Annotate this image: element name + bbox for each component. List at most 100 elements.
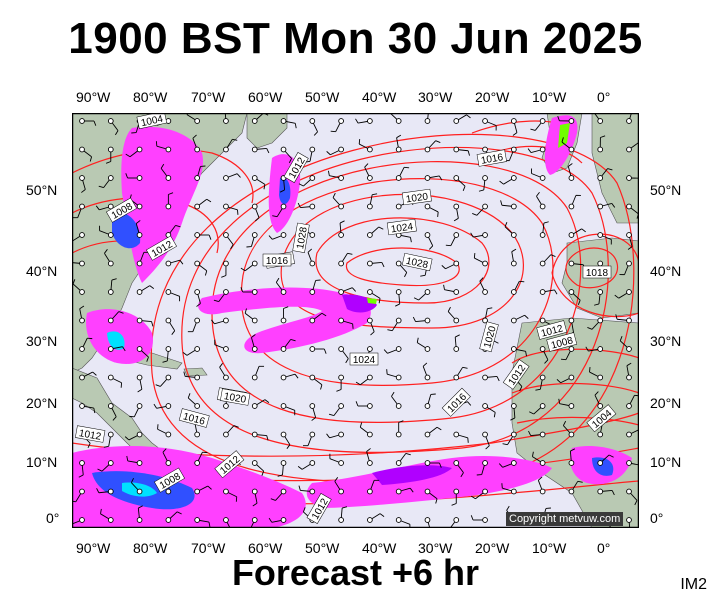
wind-barb-feather-227 <box>286 444 291 449</box>
wind-barb-feather-78 <box>611 203 616 208</box>
wind-station-21 <box>107 146 114 153</box>
wind-station-173 <box>453 346 460 352</box>
wind-station-87 <box>280 232 287 238</box>
wind-station-113 <box>453 260 460 267</box>
wind-barb-feather-75 <box>500 200 503 206</box>
wind-barb-feather-179 <box>619 336 623 341</box>
wind-station-59 <box>626 175 632 181</box>
wind-station-127 <box>280 289 287 295</box>
wind-station-98 <box>597 232 604 238</box>
wind-barb-feather-232 <box>436 426 442 431</box>
wind-station-80 <box>79 232 85 238</box>
wind-station-169 <box>338 346 344 352</box>
wind-barb-feather-209 <box>328 413 335 417</box>
wind-station-293 <box>453 517 460 523</box>
isobar-label-7-text: 1020 <box>405 191 429 205</box>
isobar-label-13-text: 1016 <box>266 256 289 267</box>
wind-station-269 <box>338 488 344 495</box>
wind-station-81 <box>107 232 114 238</box>
wind-barb-feather-177 <box>560 358 567 361</box>
right-lat-label-0: 0° <box>650 510 664 526</box>
wind-station-229 <box>338 431 344 438</box>
wind-barb-feather-31 <box>396 134 402 139</box>
wind-barb-feather-211 <box>391 391 395 397</box>
left-lat-label-20n: 20°N <box>26 395 58 411</box>
forecast-hour-label: Forecast +6 hr <box>231 552 480 593</box>
wind-barb-feather-174 <box>493 340 499 344</box>
wind-barb-feather-279 <box>634 500 638 506</box>
wind-station-54 <box>482 175 488 181</box>
wind-barb-feather-197 <box>556 379 561 384</box>
wind-station-77 <box>568 203 575 210</box>
precip-cuba-band <box>198 287 371 354</box>
wind-station-32 <box>424 146 431 153</box>
wind-barb-feather-247 <box>277 474 283 477</box>
wind-station-281 <box>107 517 114 523</box>
wind-station-6 <box>251 118 258 124</box>
wind-station-103 <box>165 260 172 267</box>
wind-station-265 <box>223 488 229 495</box>
wind-barb-feather-214 <box>493 412 496 418</box>
wind-barb-feather-10 <box>355 118 359 124</box>
wind-station-11 <box>395 118 402 124</box>
wind-station-131 <box>395 289 402 295</box>
wind-station-157 <box>568 317 575 324</box>
wind-station-35 <box>510 146 517 153</box>
wind-barb-feather-185 <box>219 363 223 368</box>
wind-station-272 <box>424 488 431 495</box>
wind-station-232 <box>424 431 431 438</box>
wind-station-139 <box>626 289 632 295</box>
wind-station-49 <box>338 175 344 181</box>
isobar-high-1016 <box>240 178 554 386</box>
wind-station-94 <box>482 232 488 238</box>
wind-barb-feather-132 <box>413 297 419 301</box>
wind-station-176 <box>539 346 546 352</box>
wind-station-242 <box>136 460 143 466</box>
wind-barb-feather-178 <box>585 346 589 352</box>
wind-barb-feather-76 <box>536 191 540 197</box>
wind-barb-feather-45 <box>236 173 241 178</box>
wind-station-197 <box>568 374 575 381</box>
wind-station-123 <box>165 289 172 295</box>
wind-station-203 <box>165 403 172 409</box>
wind-barb-feather-250 <box>366 448 371 452</box>
wind-barb-feather-38 <box>600 135 606 138</box>
isobar-label-24-text: 1012 <box>78 428 102 443</box>
isobar-label-14: 1018 <box>582 265 612 279</box>
wind-barb-feather-237 <box>562 420 567 426</box>
wind-barb-feather-199 <box>626 362 632 367</box>
wind-barb-feather-288 <box>302 507 306 513</box>
wind-station-126 <box>251 289 258 295</box>
wind-barb-feather-113 <box>441 265 446 270</box>
isobar-label-1: 1004 <box>136 113 168 129</box>
wind-barb-feather-67 <box>272 215 278 218</box>
wind-station-287 <box>280 517 287 523</box>
wind-barb-feather-124 <box>196 303 201 307</box>
wind-barb-feather-220 <box>87 443 91 448</box>
wind-barb-feather-295 <box>506 505 510 511</box>
wind-barb-feather-121 <box>111 278 117 281</box>
wind-barb-feather-158 <box>587 327 593 330</box>
wind-station-248 <box>309 460 316 466</box>
wind-barb-feather-21 <box>105 161 111 164</box>
wind-station-233 <box>453 431 460 438</box>
isobar-ring-6 <box>181 146 609 454</box>
wind-barb-feather-195 <box>519 386 523 392</box>
wind-station-255 <box>510 460 517 466</box>
wind-station-214 <box>482 403 488 409</box>
wind-station-271 <box>395 488 402 495</box>
wind-barb-feather-242 <box>126 455 129 462</box>
wind-barb-feather-97 <box>581 228 586 233</box>
wind-barb-feather-72 <box>437 211 439 217</box>
wind-barb-feather-143 <box>171 330 176 335</box>
wind-barb-feather-85 <box>230 244 234 250</box>
wind-station-132 <box>424 289 431 295</box>
wind-station-13 <box>453 118 460 124</box>
bottom-lon-label-0: 0° <box>597 540 611 556</box>
wind-barb-feather-150 <box>370 331 375 336</box>
wind-station-254 <box>482 460 488 466</box>
wind-station-16 <box>539 118 546 124</box>
wind-station-137 <box>568 289 575 295</box>
wind-station-114 <box>482 260 488 267</box>
wind-station-134 <box>482 289 488 295</box>
